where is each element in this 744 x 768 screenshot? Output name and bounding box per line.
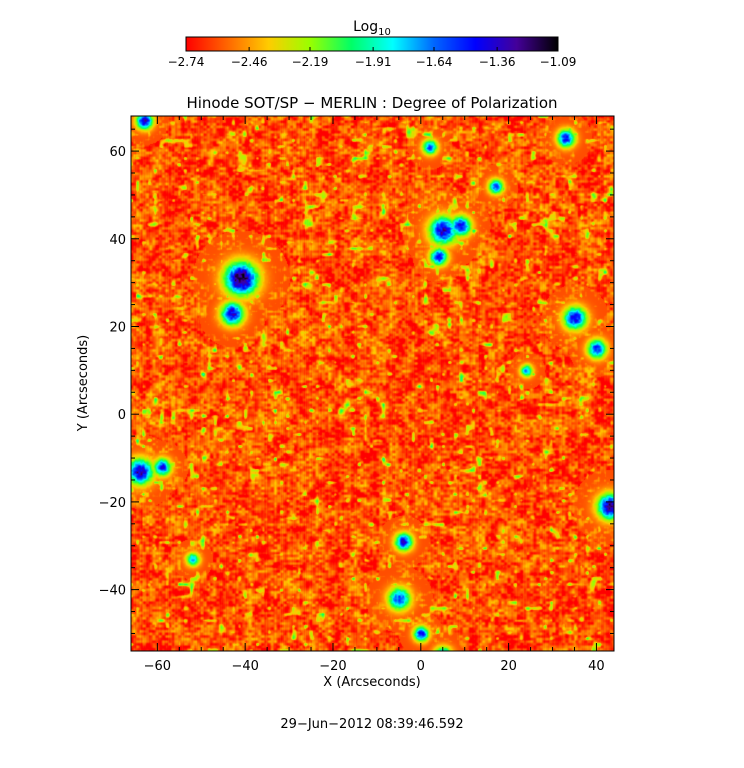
colorbar-tick-label: −2.46 <box>231 55 268 69</box>
chart-title: Hinode SOT/SP − MERLIN : Degree of Polar… <box>186 94 557 112</box>
x-axis: −60 −40 −20 0 20 40 <box>144 116 605 674</box>
colorbar-tick-label: −1.36 <box>479 55 516 69</box>
colorbar-tick-label: −1.09 <box>540 55 577 69</box>
y-tick-label: −20 <box>99 496 126 511</box>
colorbar-label: Log10 <box>353 19 391 38</box>
x-tick-label: 0 <box>417 659 425 674</box>
y-tick-label: 40 <box>109 233 126 248</box>
x-axis-label: X (Arcseconds) <box>323 675 420 690</box>
x-tick-label: −60 <box>144 659 171 674</box>
plot-frame <box>130 115 615 652</box>
y-tick-label: 60 <box>109 145 126 160</box>
y-tick-label: 20 <box>109 320 126 335</box>
y-axis: −40 −20 0 20 40 60 <box>99 128 614 634</box>
colorbar-ticks: −2.74 −2.46 −2.19 −1.91 −1.64 −1.36 −1.09 <box>168 47 577 69</box>
y-tick-label: −40 <box>99 584 126 599</box>
x-tick-label: 40 <box>588 659 605 674</box>
colorbar-tick-label: −1.91 <box>355 55 392 69</box>
y-tick-label: 0 <box>118 408 126 423</box>
colorbar-tick-label: −2.19 <box>292 55 329 69</box>
y-axis-label: Y (Arcseconds) <box>76 335 91 432</box>
colorbar-tick-label: −2.74 <box>168 55 205 69</box>
timestamp: 29−Jun−2012 08:39:46.592 <box>280 717 463 732</box>
x-tick-label: −20 <box>319 659 346 674</box>
colorbar <box>185 36 559 52</box>
x-tick-label: 20 <box>500 659 517 674</box>
colorbar-tick-label: −1.64 <box>416 55 453 69</box>
x-tick-label: −40 <box>231 659 258 674</box>
heatmap-image <box>131 116 614 651</box>
